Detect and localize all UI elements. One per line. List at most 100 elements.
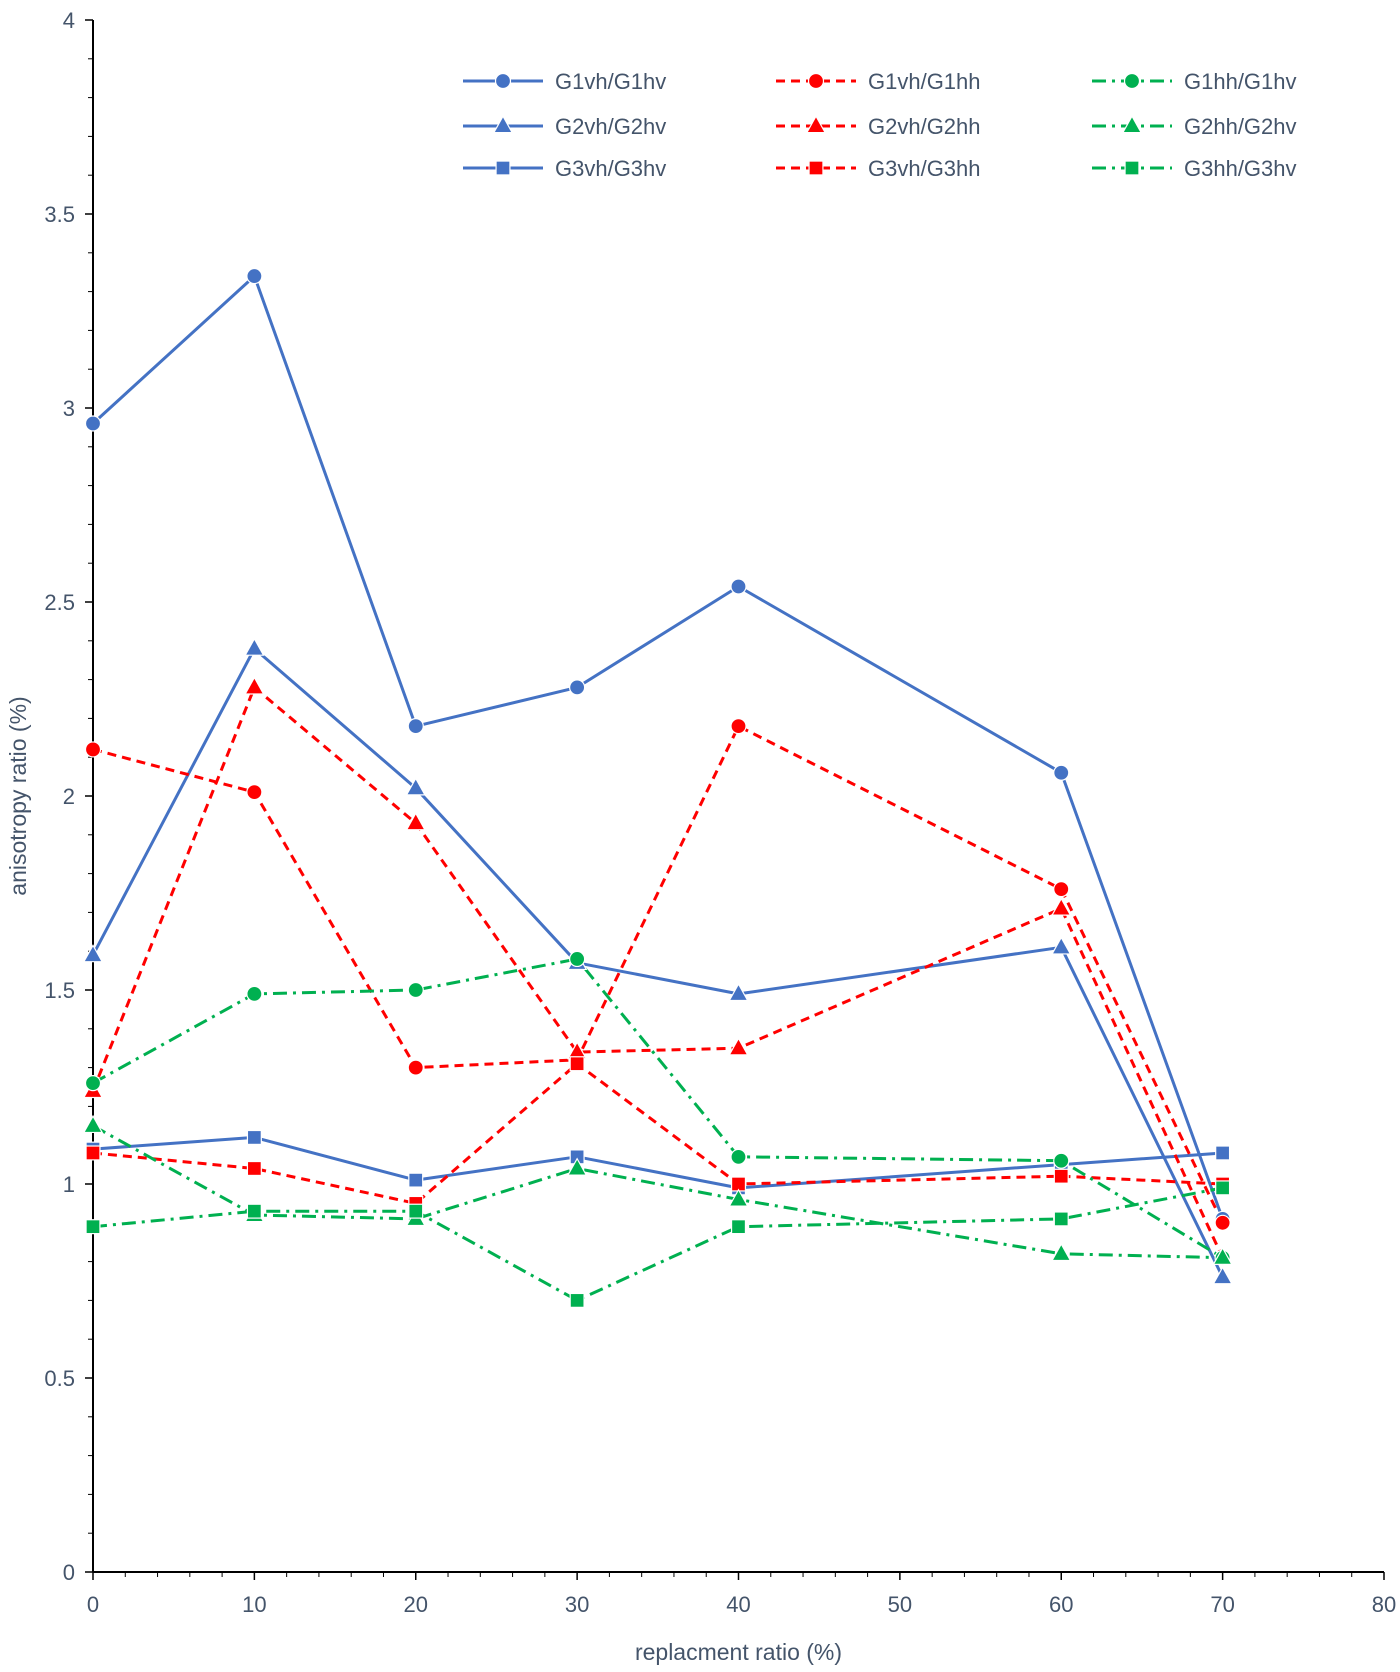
y-axis-title: anisotropy ratio (%) [5, 696, 31, 895]
series-line-g3vh-g3hh [92, 1062, 1223, 1205]
data-point [85, 1219, 101, 1235]
data-point [407, 718, 424, 735]
data-point [246, 1160, 262, 1177]
data-point [569, 950, 586, 968]
legend-label: G3vh/G3hh [868, 156, 981, 181]
legend-label: G1vh/G1hh [868, 69, 981, 94]
data-point [84, 741, 102, 758]
data-point [1215, 1145, 1231, 1161]
legend-marker [495, 160, 511, 176]
data-point [246, 784, 263, 801]
data-point [408, 1172, 424, 1188]
data-point [1215, 1180, 1231, 1196]
data-point [569, 1292, 585, 1308]
legend-marker [1124, 160, 1140, 176]
y-tick-label: 4 [63, 8, 75, 33]
data-point [408, 1203, 424, 1219]
x-tick-label: 10 [242, 1592, 266, 1617]
data-point [569, 679, 586, 696]
data-point [85, 1145, 101, 1161]
legend-item: G2vh/G2hv [463, 114, 666, 139]
x-tick-label: 80 [1372, 1592, 1396, 1617]
data-point [1051, 936, 1072, 955]
data-point [1051, 897, 1072, 916]
series-line-g2hh-g2hv [92, 1124, 1223, 1260]
data-point [405, 812, 426, 831]
y-tick-label: 0 [63, 1560, 75, 1585]
x-tick-label: 70 [1210, 1592, 1234, 1617]
data-point [246, 985, 263, 1002]
legend-item: G2vh/G2hh [776, 114, 981, 139]
data-point [405, 777, 426, 796]
data-point [84, 415, 102, 432]
data-point [407, 1059, 424, 1076]
data-point [730, 1219, 747, 1235]
data-point [246, 1203, 262, 1219]
legend-label: G2vh/G2hv [555, 114, 666, 139]
y-tick-label: 3 [63, 396, 75, 421]
data-point [1214, 1214, 1231, 1231]
data-point [728, 982, 749, 1002]
x-tick-label: 0 [87, 1592, 99, 1617]
y-tick-label: 1 [63, 1172, 75, 1197]
data-point [1053, 881, 1070, 898]
x-tick-label: 50 [888, 1592, 912, 1617]
legend: G1vh/G1hv G2vh/G2hv G3vh/G3hv G1vh/G1hh G2vh… [463, 69, 1297, 181]
data-point [246, 267, 263, 285]
legend-label: G2hh/G2hv [1184, 114, 1297, 139]
data-point [728, 1188, 749, 1207]
series-line-g1hh-g1hv [92, 957, 1224, 1259]
data-point [728, 1037, 749, 1056]
data-point [1053, 1168, 1069, 1184]
x-tick-label: 20 [404, 1592, 428, 1617]
data-point [1212, 1266, 1233, 1285]
data-point [246, 1129, 262, 1145]
legend-label: G3hh/G3hv [1184, 156, 1297, 181]
y-tick-label: 0.5 [44, 1366, 75, 1391]
x-axis-title: replacment ratio (%) [635, 1639, 842, 1665]
data-point [82, 944, 104, 963]
legend-item: G3vh/G3hh [776, 156, 981, 181]
data-point [566, 1157, 588, 1176]
legend-marker [1121, 115, 1143, 134]
data-point [1053, 764, 1070, 781]
legend-label: G3vh/G3hv [555, 156, 666, 181]
legend-item: G2hh/G2hv [1092, 114, 1297, 139]
legend-marker [805, 115, 827, 134]
series-line-g3hh-g3hv [92, 1186, 1223, 1302]
x-tick-label: 40 [726, 1592, 750, 1617]
legend-label: G1hh/G1hv [1184, 69, 1297, 94]
data-point [244, 676, 265, 695]
legend-marker [1123, 72, 1141, 90]
data-point [407, 981, 424, 999]
series-line-g3vh-g3hv [92, 1135, 1223, 1190]
legend-marker [807, 72, 825, 90]
data-point [1051, 1242, 1072, 1262]
legend-label: G2vh/G2hh [868, 114, 981, 139]
legend-item: G1hh/G1hv [1092, 69, 1297, 94]
series-lines-group [91, 274, 1225, 1302]
series-line-g2vh-g2hv [91, 647, 1224, 1278]
data-point [1053, 1211, 1069, 1227]
y-tick-label: 3.5 [44, 202, 75, 227]
data-point [730, 718, 747, 735]
legend-marker [808, 160, 824, 176]
data-point [84, 1075, 102, 1092]
legend-item: G3hh/G3hv [1092, 156, 1297, 181]
y-tick-label: 2.5 [44, 590, 75, 615]
legend-marker [494, 72, 512, 90]
data-point [244, 637, 265, 656]
data-point [730, 1148, 747, 1165]
data-point [569, 1056, 585, 1072]
legend-marker [492, 115, 514, 134]
y-tick-label: 2 [63, 784, 75, 809]
legend-item: G3vh/G3hv [463, 156, 666, 181]
legend-item: G1vh/G1hv [463, 69, 666, 94]
data-point [1212, 1246, 1233, 1265]
data-point [730, 578, 747, 595]
series-line-g1vh-g1hv [91, 274, 1225, 1220]
legend-label: G1vh/G1hv [555, 69, 666, 94]
series-markers-group [82, 267, 1233, 1308]
